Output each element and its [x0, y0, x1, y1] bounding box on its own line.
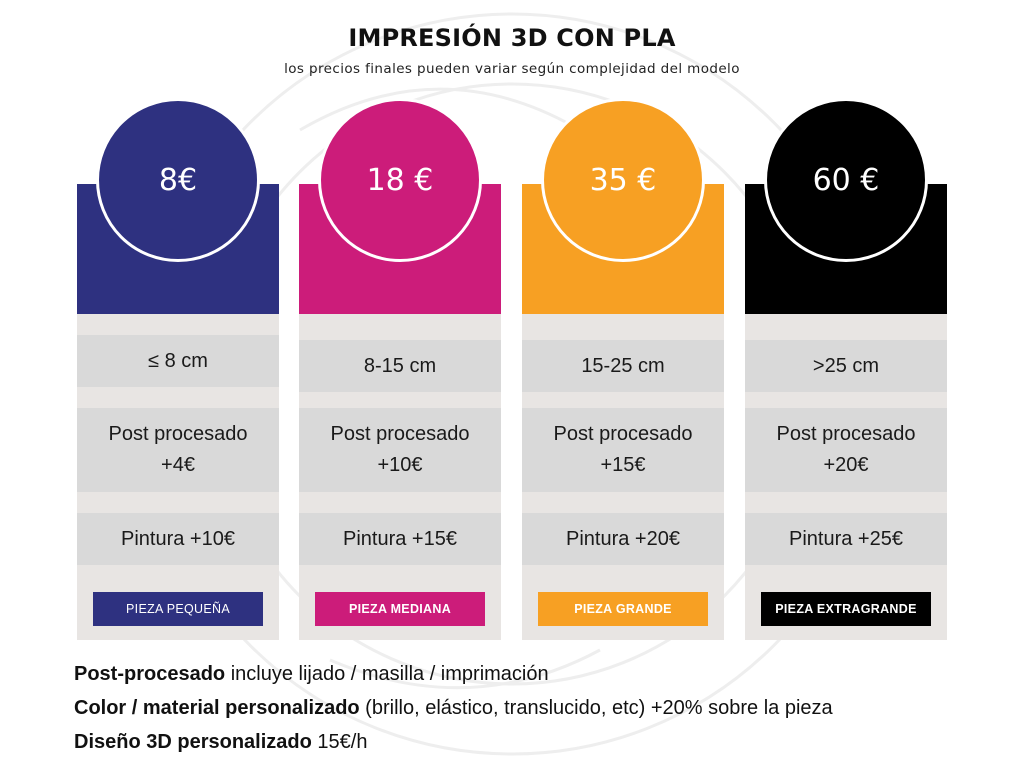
- price-badge: 35 €: [541, 98, 705, 262]
- note-label: Color / material personalizado: [74, 697, 360, 719]
- size-label: ≤ 8 cm: [148, 349, 208, 372]
- plan-tag-button[interactable]: PIEZA MEDIANA: [315, 592, 485, 626]
- page-title: IMPRESIÓN 3D CON PLA: [348, 24, 676, 52]
- post-processing-row: Post procesado +4€: [77, 408, 279, 492]
- post-processing-label: Post procesado: [553, 423, 693, 445]
- post-processing-price: +15€: [600, 454, 646, 476]
- note-post-processing: Post-procesado incluye lijado / masilla …: [74, 663, 549, 686]
- plan-tag-button[interactable]: PIEZA GRANDE: [538, 592, 708, 626]
- size-label: 15-25 cm: [581, 354, 665, 377]
- price-card-small: 8€ ≤ 8 cm Post procesado +4€ Pintura +10…: [77, 98, 279, 640]
- size-row: >25 cm: [745, 340, 947, 392]
- note-custom-design: Diseño 3D personalizado 15€/h: [74, 731, 367, 754]
- note-text: (brillo, elástico, translucido, etc) +20…: [359, 697, 833, 719]
- paint-row: Pintura +10€: [77, 513, 279, 565]
- post-processing-price: +4€: [161, 454, 195, 476]
- price-badge: 60 €: [764, 98, 928, 262]
- paint-price: Pintura +25€: [789, 527, 903, 550]
- size-label: >25 cm: [812, 354, 880, 377]
- note-text: incluye lijado / masilla / imprimación: [225, 663, 549, 685]
- post-processing-row: Post procesado +20€: [745, 408, 947, 492]
- price-badge: 18 €: [318, 98, 482, 262]
- paint-price: Pintura +15€: [343, 527, 457, 550]
- price-badge: 8€: [96, 98, 260, 262]
- price-card-extralarge: 60 € >25 cm Post procesado +20€ Pintura …: [745, 98, 947, 640]
- paint-row: Pintura +25€: [745, 513, 947, 565]
- plan-tag-button[interactable]: PIEZA EXTRAGRANDE: [761, 592, 931, 626]
- paint-price: Pintura +10€: [121, 527, 235, 550]
- note-text: 15€/h: [311, 731, 368, 753]
- paint-row: Pintura +15€: [299, 513, 501, 565]
- plan-tag-button[interactable]: PIEZA PEQUEÑA: [93, 592, 263, 626]
- post-processing-price: +20€: [823, 454, 869, 476]
- note-custom-material: Color / material personalizado (brillo, …: [74, 697, 833, 720]
- paint-price: Pintura +20€: [566, 527, 680, 550]
- size-row: 15-25 cm: [522, 340, 724, 392]
- size-row: 8-15 cm: [299, 340, 501, 392]
- post-processing-row: Post procesado +15€: [522, 408, 724, 492]
- note-label: Post-procesado: [74, 663, 226, 685]
- post-processing-label: Post procesado: [776, 423, 916, 445]
- post-processing-price: +10€: [377, 454, 423, 476]
- post-processing-label: Post procesado: [108, 423, 248, 445]
- post-processing-row: Post procesado +10€: [299, 408, 501, 492]
- note-label: Diseño 3D personalizado: [74, 731, 312, 753]
- size-row: ≤ 8 cm: [77, 335, 279, 387]
- price-card-medium: 18 € 8-15 cm Post procesado +10€ Pintura…: [299, 98, 501, 640]
- page-subtitle: los precios finales pueden variar según …: [284, 61, 740, 77]
- price-card-large: 35 € 15-25 cm Post procesado +15€ Pintur…: [522, 98, 724, 640]
- size-label: 8-15 cm: [363, 354, 437, 377]
- paint-row: Pintura +20€: [522, 513, 724, 565]
- post-processing-label: Post procesado: [330, 423, 470, 445]
